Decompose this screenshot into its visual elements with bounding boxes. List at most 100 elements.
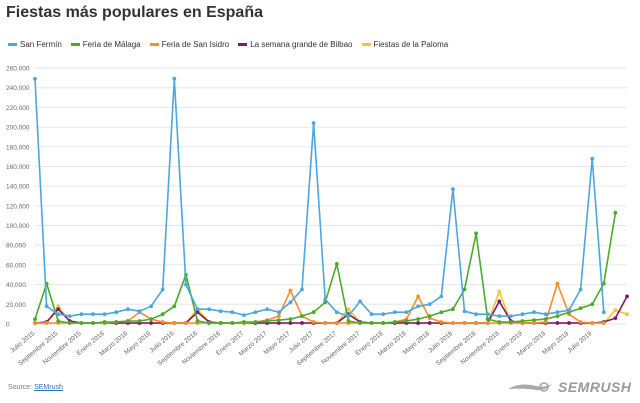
data-point bbox=[334, 262, 339, 266]
data-point bbox=[288, 321, 293, 325]
data-point bbox=[79, 321, 84, 325]
legend-item[interactable]: San Fermín bbox=[8, 40, 62, 49]
data-point bbox=[137, 309, 142, 314]
data-point bbox=[451, 321, 455, 325]
data-point bbox=[172, 304, 177, 309]
data-point bbox=[218, 309, 223, 314]
y-tick-label: 0 bbox=[6, 322, 10, 329]
data-point bbox=[578, 306, 583, 311]
data-point bbox=[567, 308, 571, 313]
y-tick-label: 180,000 bbox=[6, 144, 30, 151]
data-point bbox=[149, 317, 154, 321]
data-point bbox=[276, 318, 281, 322]
data-point bbox=[311, 310, 316, 315]
data-point bbox=[451, 307, 455, 312]
data-point bbox=[323, 321, 328, 325]
data-point bbox=[392, 310, 397, 315]
legend-swatch bbox=[70, 43, 80, 46]
data-point bbox=[590, 302, 595, 307]
data-point bbox=[416, 304, 420, 309]
y-tick-label: 80,000 bbox=[6, 243, 26, 250]
legend-swatch bbox=[8, 43, 17, 46]
data-point bbox=[427, 314, 432, 318]
x-tick-label: Julio 2019 bbox=[566, 330, 593, 355]
data-point bbox=[253, 320, 258, 324]
data-point bbox=[126, 319, 130, 323]
data-point bbox=[276, 314, 281, 318]
data-point bbox=[346, 314, 351, 318]
x-tick-label: Septiembre 2016 bbox=[156, 330, 199, 367]
data-point bbox=[555, 281, 560, 286]
data-point bbox=[195, 307, 200, 312]
data-point bbox=[567, 321, 571, 325]
data-point bbox=[137, 319, 142, 323]
data-point bbox=[91, 312, 95, 317]
data-point bbox=[474, 321, 478, 325]
data-point bbox=[207, 307, 212, 312]
data-point bbox=[590, 321, 595, 325]
x-tick-label: Septiembre 2015 bbox=[17, 330, 60, 367]
data-point bbox=[160, 312, 165, 317]
y-tick-label: 100,000 bbox=[6, 223, 30, 230]
data-point bbox=[485, 312, 490, 317]
data-point bbox=[44, 321, 49, 325]
data-point bbox=[416, 321, 420, 325]
source-link[interactable]: SEMrush bbox=[34, 384, 63, 391]
data-point bbox=[578, 287, 583, 292]
data-point bbox=[79, 312, 84, 317]
x-tick-label: Septiembre 2017 bbox=[296, 330, 339, 367]
data-point bbox=[207, 321, 212, 325]
data-point bbox=[56, 319, 61, 323]
legend-label: San Fermín bbox=[20, 40, 62, 49]
data-point bbox=[532, 321, 536, 325]
data-point bbox=[230, 310, 235, 315]
legend-item[interactable]: Fiestas de la Paloma bbox=[361, 40, 448, 49]
data-point bbox=[555, 314, 560, 318]
data-point bbox=[242, 313, 246, 317]
data-point bbox=[218, 321, 223, 325]
data-point bbox=[555, 321, 560, 325]
data-point bbox=[300, 321, 304, 325]
y-tick-label: 20,000 bbox=[6, 302, 26, 309]
data-point bbox=[149, 321, 154, 325]
data-point bbox=[172, 76, 177, 81]
data-point bbox=[601, 310, 606, 315]
data-point bbox=[56, 312, 61, 317]
data-point bbox=[439, 310, 444, 315]
data-point bbox=[543, 312, 548, 317]
legend-item[interactable]: Feria de San Isidro bbox=[149, 40, 230, 49]
data-point bbox=[625, 294, 629, 299]
data-point bbox=[369, 312, 374, 317]
data-point bbox=[102, 312, 107, 317]
series-line bbox=[35, 290, 628, 324]
data-point bbox=[184, 321, 188, 325]
data-point bbox=[381, 321, 386, 325]
source-note: Source: SEMrush bbox=[8, 384, 63, 391]
data-point bbox=[532, 310, 536, 315]
data-point bbox=[149, 304, 154, 309]
data-point bbox=[300, 287, 304, 292]
legend: San Fermín Feria de Málaga Feria de San Is… bbox=[8, 40, 448, 49]
y-tick-label: 220,000 bbox=[6, 105, 30, 112]
data-point bbox=[160, 287, 165, 292]
data-point bbox=[381, 312, 386, 317]
legend-swatch bbox=[361, 43, 371, 46]
data-point bbox=[625, 312, 629, 317]
y-tick-label: 120,000 bbox=[6, 203, 30, 210]
data-point bbox=[346, 319, 351, 323]
legend-item[interactable]: La semana grande de Bilbao bbox=[238, 40, 353, 49]
x-tick-label: Septiembre 2018 bbox=[435, 330, 478, 367]
data-point bbox=[230, 321, 235, 325]
data-point bbox=[590, 156, 595, 161]
data-point bbox=[288, 317, 293, 321]
data-point bbox=[601, 321, 606, 325]
data-point bbox=[126, 307, 130, 312]
y-tick-label: 260,000 bbox=[6, 66, 30, 73]
data-point bbox=[184, 282, 188, 287]
legend-label: Feria de San Isidro bbox=[161, 40, 230, 49]
data-point bbox=[91, 321, 95, 325]
legend-item[interactable]: Feria de Málaga bbox=[70, 40, 141, 49]
data-point bbox=[613, 308, 618, 313]
data-point bbox=[497, 320, 502, 324]
data-point bbox=[404, 310, 409, 315]
